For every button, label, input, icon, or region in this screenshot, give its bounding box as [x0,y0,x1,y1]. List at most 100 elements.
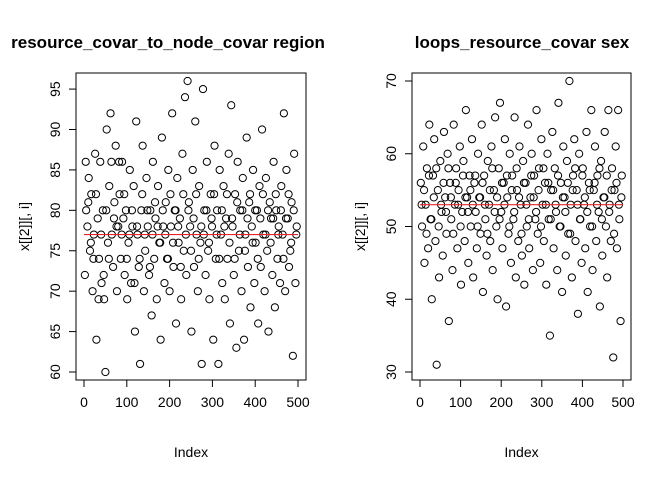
data-point [441,207,451,217]
data-point [433,186,442,195]
data-point [467,135,477,144]
data-point [462,193,472,202]
data-point [447,215,456,224]
data-point [106,109,115,118]
data-point [114,157,124,166]
data-point [86,238,95,247]
data-point [616,316,625,326]
data-point [284,262,294,272]
data-point [600,127,609,137]
data-point [489,186,498,195]
data-point [485,186,494,195]
data-point [207,214,216,223]
data-point [263,246,272,255]
data-point [565,76,574,86]
data-point [163,254,172,263]
data-point [585,186,594,195]
x-tick-label: 500 [611,394,635,410]
data-point [225,238,234,247]
data-point [429,193,438,202]
data-point [247,222,256,231]
data-point [558,193,568,202]
y-tick-label: 95 [47,81,63,97]
data-point [116,254,125,263]
data-point [529,193,538,202]
data-point [580,193,589,202]
data-point [590,178,599,187]
data-point [143,206,152,215]
data-point [132,117,141,126]
data-point [183,76,192,86]
data-point [202,157,211,166]
data-point [291,278,300,288]
data-point [419,142,428,151]
data-point [103,238,113,247]
data-point [242,133,251,142]
y-axis-label: x[[2]][, i] [16,202,32,251]
data-point [494,164,503,173]
data-point [94,295,103,304]
data-point [91,149,100,158]
data-point [130,327,140,336]
data-point [153,222,162,231]
data-point [471,171,480,180]
data-point [227,101,236,110]
data-point [87,190,96,199]
data-point [160,278,169,288]
data-point [248,165,258,175]
data-point [279,109,288,118]
data-point [102,125,111,134]
data-point [158,206,167,215]
data-point [465,171,474,180]
data-point [488,164,497,173]
x-tick-label: 200 [490,394,514,410]
data-point [561,251,570,260]
data-point [127,206,137,215]
x-axis-label: Index [504,444,538,460]
data-point [192,190,201,199]
data-point [193,287,202,296]
data-point [147,311,156,320]
data-point [554,98,563,107]
y-tick-label: 70 [47,283,63,299]
data-point [525,244,534,253]
data-point [282,165,291,175]
data-point [237,287,246,296]
y-tick-label: 30 [383,364,399,380]
x-tick-label: 100 [449,394,473,410]
data-point [107,157,116,166]
data-point [105,181,114,191]
data-point [456,222,465,231]
data-point [142,173,151,183]
data-point [138,141,147,150]
data-point [80,270,89,280]
data-point [168,238,178,247]
data-point [179,190,188,199]
data-point [493,193,502,202]
data-point [612,244,622,253]
data-point [174,238,183,247]
data-point [466,222,475,231]
x-tick-label: 200 [158,394,182,410]
data-point [483,229,492,238]
data-point [150,198,160,207]
data-point [532,106,541,115]
data-point [287,238,296,247]
data-point [169,262,178,272]
data-point [120,190,129,199]
data-point [592,236,601,246]
data-point [612,178,621,187]
data-point [101,367,110,377]
data-point [222,190,232,199]
data-point [510,207,519,217]
data-point [85,246,95,255]
data-point [594,207,603,217]
data-point [444,164,453,173]
data-point [139,287,149,296]
data-point [527,171,536,180]
data-point [177,295,186,304]
data-point [532,207,541,217]
data-point [553,171,563,180]
data-point [471,207,480,217]
